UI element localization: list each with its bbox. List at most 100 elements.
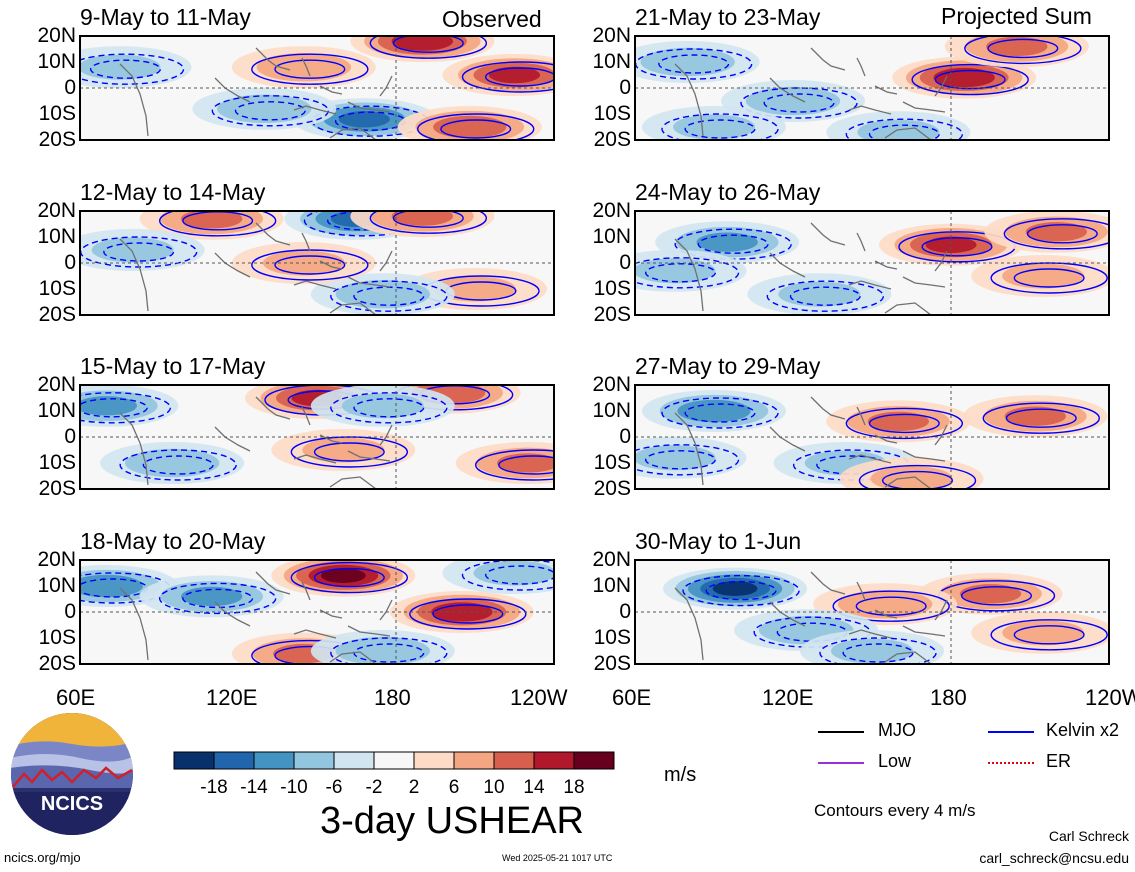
coastline (301, 406, 311, 426)
lat-tick-label: 10S (593, 626, 631, 649)
lat-tick-label: 10S (593, 102, 631, 125)
kelvin-contour-line (645, 263, 716, 283)
panel-frame (634, 384, 1110, 490)
lon-tick-right-180: 180 (930, 685, 967, 710)
panel-title: 21-May to 23-May (635, 4, 821, 30)
legend-mjo-label: MJO (878, 720, 916, 740)
kelvin-contour-line (661, 113, 779, 140)
coastline (255, 571, 291, 595)
kelvin-contour-line (763, 93, 835, 113)
lon-tick-right-60e: 60E (612, 685, 652, 710)
lat-tick-label: 20S (593, 652, 631, 675)
kelvin-contour-line (313, 442, 385, 462)
shear-contour-fill (925, 236, 977, 254)
kelvin-contour-line (461, 61, 554, 93)
kelvin-contour-line (119, 449, 237, 481)
kelvin-contour-line (658, 54, 730, 74)
coastline (329, 302, 377, 315)
coastline (884, 476, 932, 489)
coastline (902, 101, 946, 113)
colorbar-tick-label: -10 (280, 777, 307, 798)
map-panel (79, 210, 555, 316)
lat-tick-label: 0 (619, 76, 631, 99)
coastline (856, 406, 866, 426)
map-panel (634, 35, 1110, 141)
kelvin-contour-line (485, 67, 554, 87)
panel-title: 9-May to 11-May (80, 4, 251, 30)
shear-contour-fill (335, 636, 431, 664)
kelvin-contour-line (353, 398, 425, 418)
coastline (902, 450, 946, 462)
lat-tick-label: 10N (37, 574, 76, 597)
kelvin-contour-line (330, 637, 448, 664)
lat-tick-label: 10N (37, 399, 76, 422)
kelvin-contour-line (868, 413, 940, 434)
kelvin-contour-line (845, 407, 964, 440)
lat-tick-label: 20N (37, 373, 76, 396)
shear-contour-fill (489, 66, 540, 84)
kelvin-contour-line (684, 119, 756, 139)
kelvin-contour-line (1003, 218, 1109, 250)
lat-tick-label: 20S (38, 652, 76, 675)
lat-tick-label: 0 (64, 251, 76, 274)
kelvin-contour-line (158, 211, 277, 237)
coastline (874, 434, 898, 444)
coastline (769, 252, 806, 278)
kelvin-contour-line (474, 449, 554, 481)
kelvin-contour-line (961, 586, 1033, 606)
coastline (347, 101, 391, 113)
contour-note: Contours every 4 m/s (814, 801, 976, 820)
coastline (119, 238, 149, 312)
kelvin-contour-line (392, 36, 464, 53)
kelvin-contour-line (369, 211, 488, 234)
shear-contour-fill (80, 54, 161, 80)
lat-tick-label: 0 (619, 425, 631, 448)
footer-email: carl_schreck@ncsu.edu (979, 850, 1129, 866)
colorbar-tick-label: 2 (409, 777, 420, 798)
kelvin-contour-line (882, 470, 953, 489)
coastline (848, 105, 892, 115)
lon-tick-left-120e: 120E (206, 685, 258, 710)
lat-tick-label: 20N (37, 548, 76, 571)
coastline (874, 609, 898, 619)
lat-tick-label: 10S (38, 102, 76, 125)
shear-contour-fill (341, 393, 424, 419)
kelvin-contour-line (290, 561, 409, 594)
shear-contour-fill (181, 586, 243, 607)
coastline (119, 412, 149, 486)
colorbar-tick-label: 14 (523, 777, 545, 798)
coastline (319, 260, 343, 270)
coastline (293, 454, 337, 464)
coastline (856, 232, 866, 252)
panel-frame (634, 35, 1110, 141)
kelvin-contour-line (409, 598, 527, 630)
shear-contour-fill (433, 115, 507, 139)
kelvin-contour-line (461, 560, 554, 591)
coastline (347, 625, 391, 637)
map-panel (79, 35, 555, 141)
legend-low-label: Low (878, 751, 912, 771)
kelvin-contour-line (485, 565, 554, 585)
coastline (848, 280, 892, 290)
coastline (319, 85, 343, 95)
coastline (293, 280, 337, 290)
shear-contour-fill (80, 396, 137, 416)
coastline (902, 276, 946, 288)
observed-header: Observed (442, 6, 542, 32)
kelvin-contour-line (740, 87, 858, 119)
coastline (884, 651, 932, 664)
kelvin-contour-line (1013, 268, 1085, 288)
lat-tick-label: 20N (37, 24, 76, 47)
legend-er-label: ER (1046, 751, 1072, 771)
coastline (255, 396, 291, 420)
coastline (301, 232, 311, 252)
kelvin-contour-line (832, 590, 950, 622)
kelvin-contour-line (934, 69, 1006, 90)
coastline (329, 476, 377, 489)
footer-author: Carl Schreck (1048, 828, 1129, 844)
shear-contour-fill (391, 36, 453, 51)
legend-kelvin-label: Kelvin x2 (1046, 720, 1120, 740)
coastline (769, 426, 806, 452)
lat-tick-label: 20S (593, 477, 631, 500)
lat-tick-label: 10S (593, 277, 631, 300)
